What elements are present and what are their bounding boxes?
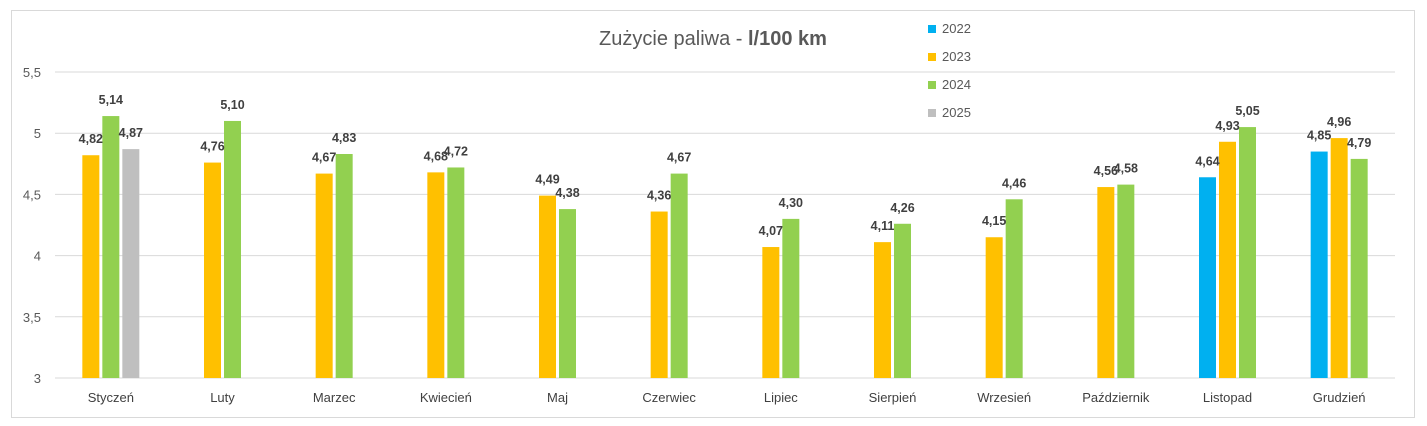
category-label: Wrzesień (977, 390, 1031, 405)
data-label: 4,58 (1114, 162, 1138, 176)
legend-label: 2024 (942, 77, 971, 92)
category-label: Lipiec (764, 390, 798, 405)
bar-2023 (539, 195, 556, 378)
x-axis-categories: Styczeń Luty Marzec Kwiecień Maj Czerwiec Lipi… (88, 390, 1366, 405)
bar-2024 (894, 223, 911, 378)
data-label: 5,05 (1235, 104, 1259, 118)
data-label: 5,14 (99, 93, 123, 107)
data-label: 4,85 (1307, 129, 1331, 143)
bars (82, 116, 1368, 379)
chart-title-main: Zużycie paliwa - (599, 28, 748, 50)
data-label: 4,67 (312, 151, 336, 165)
chart-title-unit: l/100 km (748, 28, 827, 50)
legend-label: 2025 (942, 105, 971, 120)
bar-2023 (985, 237, 1003, 378)
data-label: 4,36 (647, 189, 671, 203)
legend-swatch (928, 25, 936, 33)
data-label: 4,96 (1327, 115, 1351, 129)
data-label: 4,49 (535, 173, 559, 187)
category-label: Luty (210, 390, 235, 405)
category-label: Marzec (313, 390, 356, 405)
bar-2023 (1097, 187, 1115, 378)
y-tick-label: 4,5 (23, 187, 41, 202)
bar-2024 (1239, 127, 1256, 378)
bar-2024 (1350, 158, 1368, 378)
bar-2023 (874, 242, 891, 378)
category-label: Listopad (1203, 390, 1252, 405)
data-label: 4,64 (1195, 154, 1219, 168)
data-label: 4,82 (79, 132, 103, 146)
data-label: 4,11 (871, 219, 895, 233)
data-label: 5,10 (220, 98, 244, 112)
bar-2024 (102, 116, 120, 379)
data-label: 4,46 (1002, 176, 1026, 190)
data-label: 4,26 (890, 201, 914, 215)
y-tick-label: 5 (34, 126, 41, 141)
y-tick-label: 3,5 (23, 310, 41, 325)
data-label: 4,15 (982, 214, 1006, 228)
gridlines (55, 71, 1395, 379)
data-labels: 4,82 5,14 4,87 4,76 5,10 4,67 4,83 4,684,72 4,49… (79, 93, 1372, 238)
legend-swatch (928, 53, 936, 61)
chart-frame (11, 10, 1415, 418)
legend-label: 2023 (942, 49, 971, 64)
category-label: Październik (1082, 390, 1150, 405)
data-label: 4,07 (759, 224, 783, 238)
y-tick-label: 3 (34, 371, 41, 386)
category-label: Grudzień (1313, 390, 1366, 405)
data-label: 4,79 (1347, 136, 1371, 150)
bar-2024 (447, 167, 465, 378)
category-label: Maj (547, 390, 568, 405)
bar-2024 (1117, 184, 1135, 378)
y-tick-label: 4 (34, 249, 41, 264)
bar-2022 (1199, 177, 1216, 378)
bar-2024 (1005, 199, 1023, 378)
data-label: 4,93 (1215, 119, 1239, 133)
data-label: 4,76 (200, 140, 224, 154)
chart-title: Zużycie paliwa - l/100 km (599, 28, 827, 50)
bar-2023 (762, 247, 780, 378)
data-label: 4,67 (667, 151, 691, 165)
data-label: 4,72 (444, 144, 468, 158)
data-label: 4,83 (332, 131, 356, 145)
data-label: 4,56 (1094, 164, 1118, 178)
bar-2025 (122, 149, 140, 378)
bar-2022 (1310, 151, 1328, 378)
data-label: 4,87 (119, 126, 143, 140)
category-label: Czerwiec (642, 390, 696, 405)
legend: 2022 2023 2024 2025 (928, 21, 971, 120)
bar-2023 (204, 162, 221, 378)
bar-2023 (315, 173, 333, 378)
legend-swatch (928, 81, 936, 89)
y-axis-ticks: 3 3,5 4 4,5 5 5,5 (23, 65, 41, 386)
bar-2024 (335, 154, 353, 378)
legend-label: 2022 (942, 21, 971, 36)
category-label: Sierpień (869, 390, 917, 405)
data-label: 4,38 (555, 186, 579, 200)
bar-2023 (1330, 138, 1348, 378)
bar-2024 (559, 209, 576, 378)
category-label: Kwiecień (420, 390, 472, 405)
data-label: 4,30 (779, 196, 803, 210)
bar-2024 (670, 173, 688, 378)
y-tick-label: 5,5 (23, 65, 41, 80)
bar-2024 (224, 120, 241, 379)
legend-swatch (928, 109, 936, 117)
bar-2024 (782, 218, 800, 378)
bar-2023 (1219, 141, 1236, 378)
data-label: 4,68 (424, 149, 448, 163)
bar-2023 (82, 155, 100, 378)
category-label: Styczeń (88, 390, 134, 405)
bar-2023 (650, 211, 668, 378)
bar-2023 (427, 172, 445, 378)
